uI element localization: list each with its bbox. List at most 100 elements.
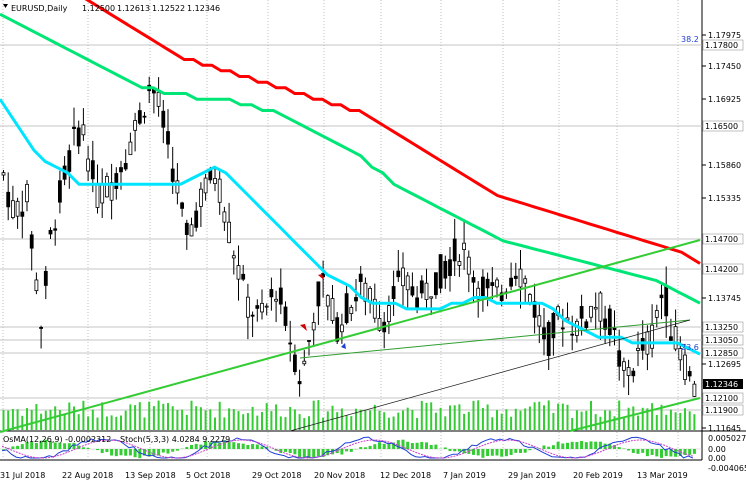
volume-bar — [552, 413, 554, 430]
osma-bar — [622, 448, 625, 449]
chart-title: EURUSD,Daily 1.12500 1.12613 1.12522 1.1… — [3, 4, 220, 13]
osma-bar — [256, 445, 259, 449]
candle-body — [279, 288, 282, 304]
osma-bar — [561, 444, 564, 449]
price-tick: 1.15335 — [708, 194, 741, 203]
volume-bar — [623, 418, 625, 430]
volume-bar — [689, 411, 691, 430]
candle-body — [181, 203, 184, 208]
volume-bar — [275, 404, 277, 430]
candle-body — [580, 306, 583, 318]
volume-bar — [256, 416, 258, 430]
osma-bar — [383, 444, 386, 449]
volume-bar — [440, 408, 442, 430]
volume-bar — [468, 412, 470, 430]
candle-body — [467, 257, 470, 274]
osma-bar — [472, 449, 475, 455]
volume-bar — [294, 409, 296, 430]
volume-bar — [73, 406, 75, 430]
volume-bar — [181, 410, 183, 430]
volume-bar — [543, 405, 545, 430]
candle-body — [134, 121, 137, 131]
date-tick: 31 Jul 2018 — [0, 471, 45, 480]
osma-bar — [430, 445, 433, 449]
osma-bar — [477, 449, 480, 455]
candle-body — [693, 384, 696, 396]
volume-bar — [665, 415, 667, 430]
candle-body — [392, 286, 395, 298]
volume-bar — [186, 415, 188, 430]
candle-body — [11, 201, 14, 218]
candle-body — [261, 303, 264, 312]
volume-bar — [463, 414, 465, 430]
volume-bar — [679, 413, 681, 430]
candle-body — [622, 362, 625, 371]
candle-body — [430, 297, 433, 298]
price-tick: 1.11645 — [708, 424, 741, 433]
candle-body — [40, 327, 43, 328]
candle-body — [228, 222, 231, 242]
osma-bar — [345, 449, 348, 451]
volume-bar — [101, 402, 103, 430]
volume-bar — [501, 414, 503, 430]
price-tick: 1.17975 — [708, 31, 741, 40]
candle-body — [340, 325, 343, 332]
osma-bar — [510, 449, 513, 455]
volume-bar — [64, 414, 66, 430]
osma-bar — [21, 444, 24, 449]
candle-body — [289, 343, 292, 344]
volume-bar — [670, 410, 672, 430]
level-label: 1.16500 — [705, 122, 738, 131]
volume-bar — [92, 410, 94, 430]
osma-bar — [96, 449, 99, 450]
osma-bar — [552, 445, 555, 449]
volume-bar — [341, 408, 343, 430]
osma-bar — [369, 446, 372, 449]
osma-bar — [580, 441, 583, 449]
candle-body — [637, 348, 640, 350]
candle-body — [674, 327, 677, 349]
osma-bar — [101, 449, 104, 453]
candle-body — [185, 223, 188, 234]
osma-bar — [618, 447, 621, 449]
osma-bar — [124, 449, 127, 456]
osma-bar — [566, 443, 569, 449]
candle-body — [585, 322, 588, 328]
candle-body — [547, 322, 550, 355]
osma-bar — [575, 442, 578, 449]
volume-bar — [416, 418, 418, 430]
date-tick: 29 Oct 2018 — [252, 471, 301, 480]
low-value: 1.12522 — [152, 4, 185, 13]
osma-bar — [157, 449, 160, 455]
osma-bar — [171, 449, 174, 452]
indicator-tick: 0.00 — [708, 454, 726, 463]
candle-body — [425, 283, 428, 299]
osma-bar — [359, 447, 362, 449]
osma-bar — [449, 449, 452, 451]
volume-bar — [289, 407, 291, 430]
volume-bar — [402, 411, 404, 430]
volume-bar — [393, 416, 395, 430]
volume-bar — [473, 401, 475, 430]
current-price-label: 1.12346 — [705, 380, 738, 389]
level-label: 1.11900 — [705, 406, 738, 415]
volume-bar — [317, 400, 319, 430]
volume-bar — [261, 412, 263, 430]
candle-body — [599, 293, 602, 321]
candle-body — [655, 311, 658, 318]
candle-body — [543, 328, 546, 339]
candle-body — [129, 142, 132, 155]
date-tick: 13 Mar 2019 — [637, 471, 688, 480]
volume-bar — [397, 413, 399, 430]
volume-bar — [158, 401, 160, 430]
osma-bar — [261, 446, 264, 449]
osma-bar — [660, 449, 663, 458]
volume-bar — [21, 416, 23, 430]
candle-body — [345, 294, 348, 323]
osma-bar — [655, 449, 658, 456]
candle-body — [30, 235, 33, 248]
volume-bar — [139, 402, 141, 430]
candle-body — [101, 184, 104, 203]
